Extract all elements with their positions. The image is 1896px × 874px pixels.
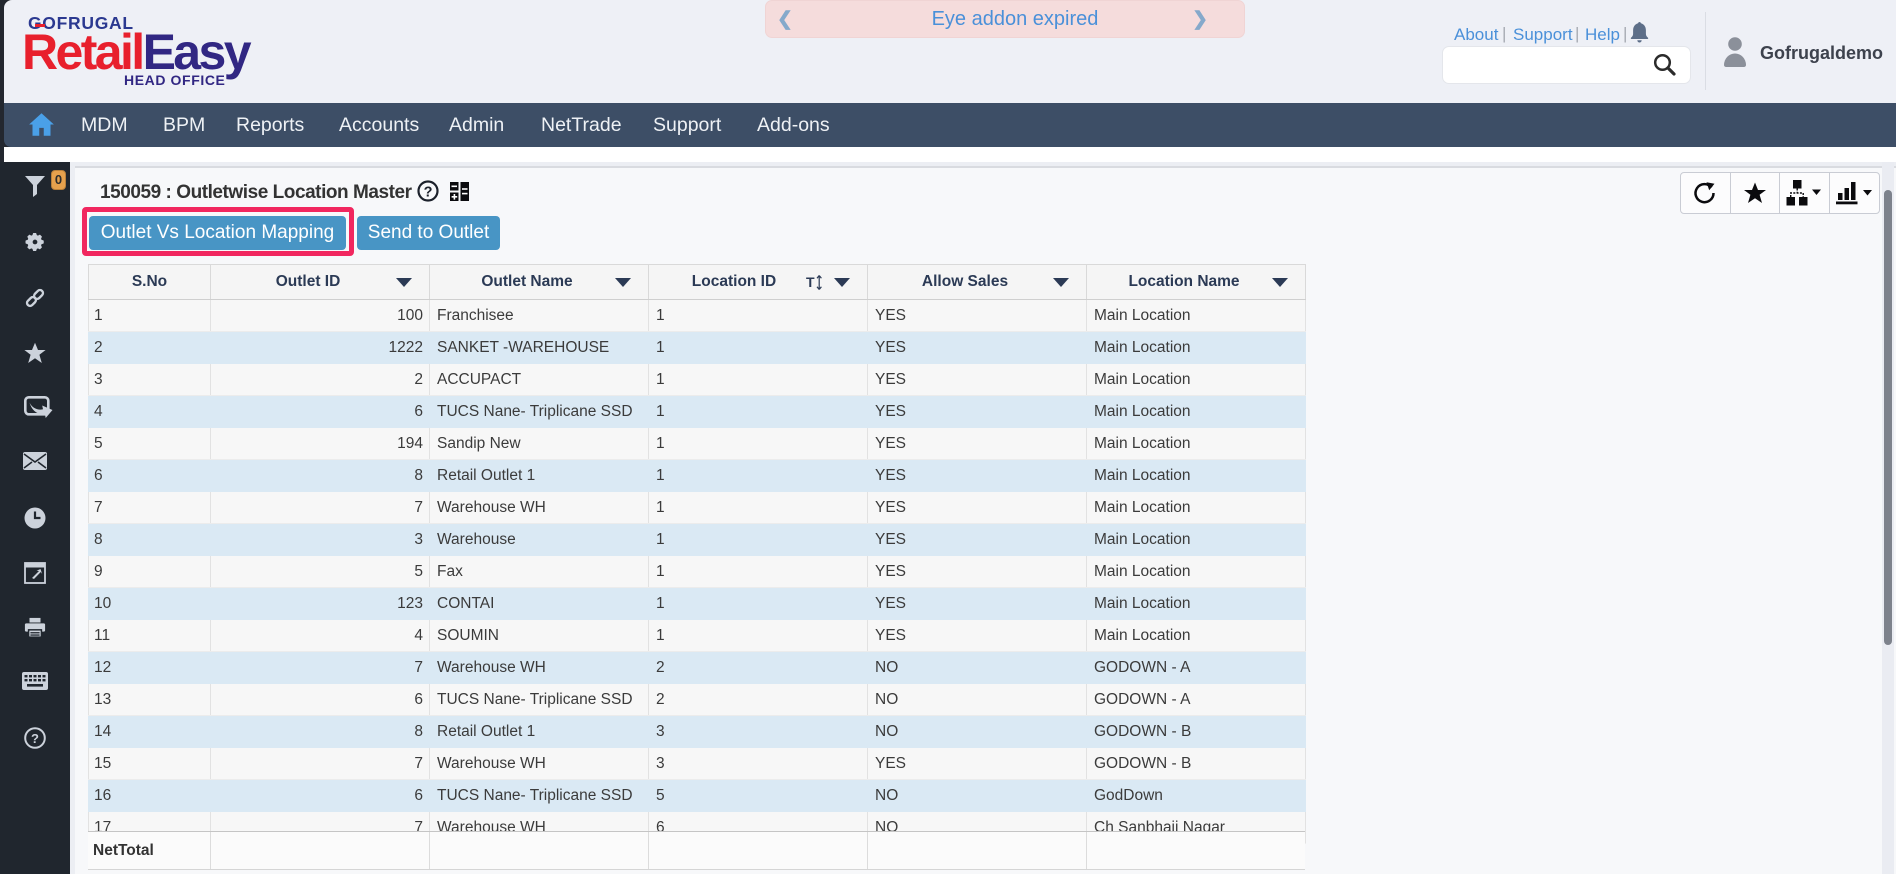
svg-text:?: ?	[424, 185, 433, 201]
svg-text:T: T	[806, 274, 815, 290]
svg-text:?: ?	[31, 731, 39, 746]
